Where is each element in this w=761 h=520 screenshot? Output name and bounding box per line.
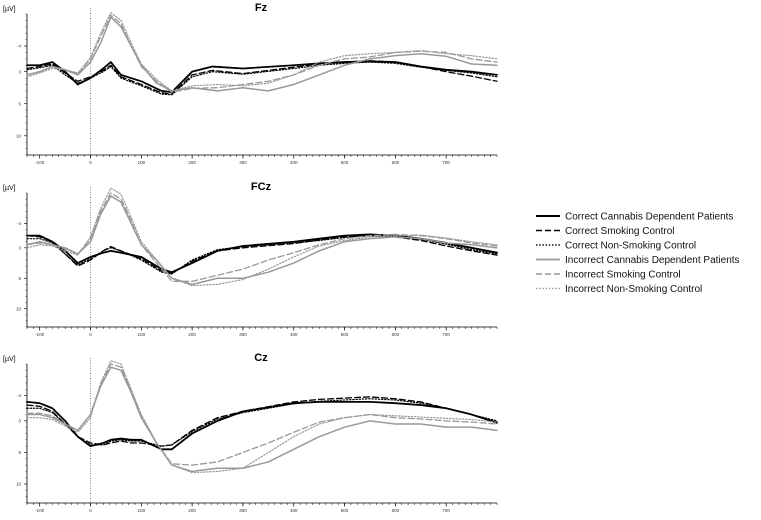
x-tick-label: 700 [442,160,450,165]
series-line [26,60,498,95]
series-line [26,16,498,92]
panel-title: Fz [255,2,268,14]
panel-fz: Fz [µV] -100 0 100 200 300 400 500 600 700 -4 0 5 10 [3,2,498,165]
x-tick-label: 100 [138,332,146,337]
y-tick-label: 10 [16,133,22,138]
x-tick-label: 400 [290,332,298,337]
legend-label: Correct Smoking Control [565,226,674,237]
x-tick-label: -100 [35,160,45,165]
y-axis-label: [µV] [3,356,16,363]
x-tick-label: 400 [290,160,298,165]
legend-item: Correct Smoking Control [536,226,674,237]
x-tick-label: 600 [392,332,400,337]
legend-label: Incorrect Cannabis Dependent Patients [565,255,740,266]
series-line [26,396,498,447]
x-tick-label: 700 [442,332,450,337]
x-tick-label: 200 [188,508,196,513]
plot-area: -100 0 100 200 300 400 500 600 700 -4 0 5 10 [16,8,498,165]
x-tick-label: 100 [138,160,146,165]
panel-title: FCz [251,181,272,193]
x-tick-label: 600 [392,160,400,165]
x-tick-label: 0 [89,508,92,513]
panel-cz: Cz [µV] -100 0 100 200 300 400 500 600 700 -4 0 5 10 [3,352,498,513]
x-tick-label: 300 [239,160,247,165]
x-tick-label: 300 [239,332,247,337]
x-tick-label: 0 [89,332,92,337]
y-tick-label: -4 [17,44,21,49]
legend-item: Incorrect Smoking Control [536,270,681,281]
legend-label: Incorrect Non-Smoking Control [565,284,702,295]
x-tick-label: 500 [341,332,349,337]
y-tick-label: -4 [17,393,21,398]
x-tick-label: 700 [442,508,450,513]
series-line [26,12,498,92]
y-tick-label: 0 [18,69,21,74]
legend: Correct Cannabis Dependent Patients Corre… [536,212,740,295]
x-tick-label: 500 [341,160,349,165]
y-tick-label: 5 [18,450,21,455]
panel-fcz: FCz [µV] -100 0 100 200 300 400 500 600 700 -4 0 5 1… [3,181,498,337]
y-axis-label: [µV] [3,185,16,192]
series-line [26,60,498,94]
series-line [26,363,498,466]
series-line [26,360,498,474]
x-tick-label: 400 [290,508,298,513]
legend-item: Correct Cannabis Dependent Patients [536,212,733,223]
plot-area: -100 0 100 200 300 400 500 600 700 -4 0 5 10 [16,358,498,513]
legend-label: Correct Non-Smoking Control [565,241,696,252]
legend-item: Correct Non-Smoking Control [536,241,696,252]
y-tick-label: 0 [18,418,21,423]
y-tick-label: 0 [18,245,21,250]
legend-item: Incorrect Non-Smoking Control [536,284,702,295]
series-line [26,61,498,96]
panel-title: Cz [254,352,268,364]
y-tick-label: 10 [16,306,22,311]
x-tick-label: 100 [138,508,146,513]
x-tick-label: -100 [35,508,45,513]
y-tick-label: 10 [16,482,22,487]
x-tick-label: 200 [188,332,196,337]
y-axis-label: [µV] [3,6,16,13]
x-tick-label: 0 [89,160,92,165]
legend-label: Correct Cannabis Dependent Patients [565,212,733,223]
legend-label: Incorrect Smoking Control [565,270,681,281]
x-tick-label: 200 [188,160,196,165]
x-tick-label: 600 [392,508,400,513]
x-tick-label: 500 [341,508,349,513]
plot-area: -100 0 100 200 300 400 500 600 700 -4 0 5 10 [16,187,498,337]
y-tick-label: 5 [18,101,21,106]
series-line [26,187,498,287]
x-tick-label: -100 [35,332,45,337]
series-line [26,398,498,447]
legend-item: Incorrect Cannabis Dependent Patients [536,255,740,266]
y-tick-label: -4 [17,221,21,226]
x-tick-label: 300 [239,508,247,513]
y-tick-label: 5 [18,276,21,281]
series-line [26,192,498,282]
